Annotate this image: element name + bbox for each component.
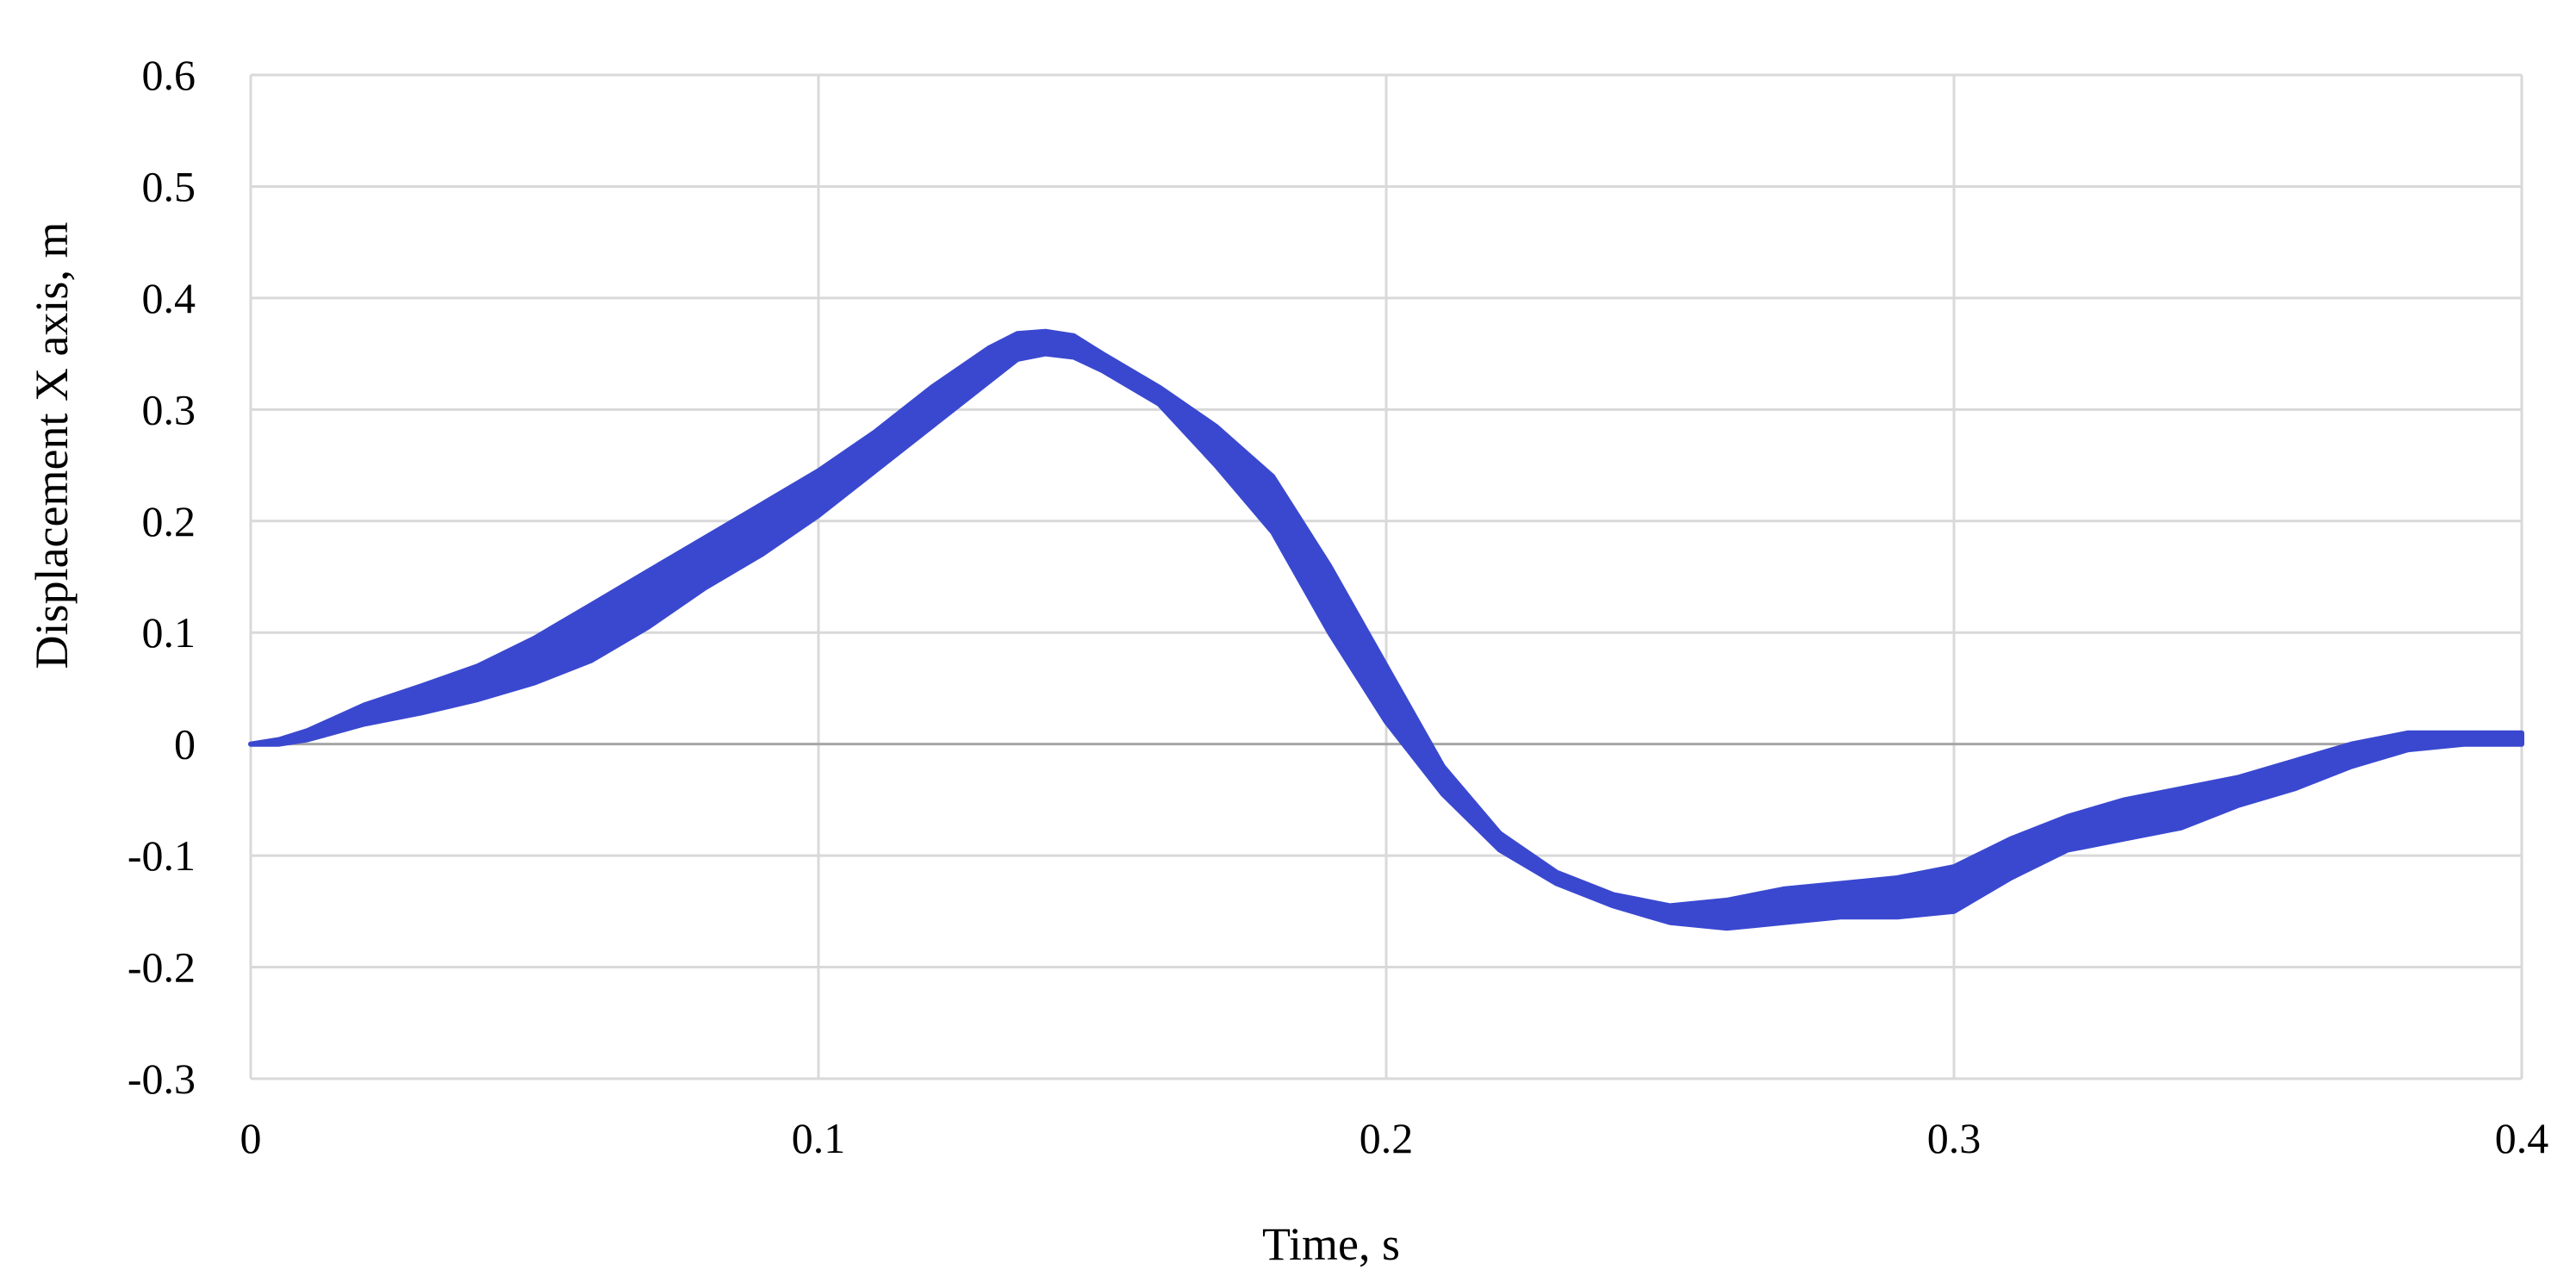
y-tick-label: 0.4 — [142, 274, 196, 322]
x-tick-label: 0.4 — [2495, 1114, 2549, 1162]
y-axis-title: Displacement X axis, m — [26, 222, 78, 669]
y-tick-label: 0.1 — [142, 608, 196, 657]
x-tick-label: 0.3 — [1927, 1114, 1982, 1162]
y-tick-label: -0.2 — [128, 943, 196, 992]
x-axis-title: Time, s — [1262, 1218, 1400, 1270]
x-tick-labels: 0 0.1 0.2 0.3 0.4 — [240, 1114, 2549, 1162]
y-tick-labels: 0.6 0.5 0.4 0.3 0.2 0.1 0 -0.1 -0.2 -0.3 — [128, 51, 196, 1103]
y-tick-label: 0.3 — [142, 385, 196, 433]
series-band — [248, 328, 2524, 931]
y-tick-label: 0.5 — [142, 162, 196, 210]
y-tick-label: -0.3 — [128, 1055, 196, 1103]
y-tick-label: -0.1 — [128, 831, 196, 880]
x-tick-label: 0.1 — [792, 1114, 846, 1162]
x-tick-label: 0 — [240, 1114, 262, 1162]
y-tick-label: 0.6 — [142, 51, 196, 99]
y-tick-label: 0.2 — [142, 497, 196, 545]
x-tick-label: 0.2 — [1360, 1114, 1414, 1162]
y-tick-label: 0 — [174, 720, 196, 769]
series-layer — [248, 328, 2524, 931]
vertical-gridlines — [249, 75, 2523, 1079]
